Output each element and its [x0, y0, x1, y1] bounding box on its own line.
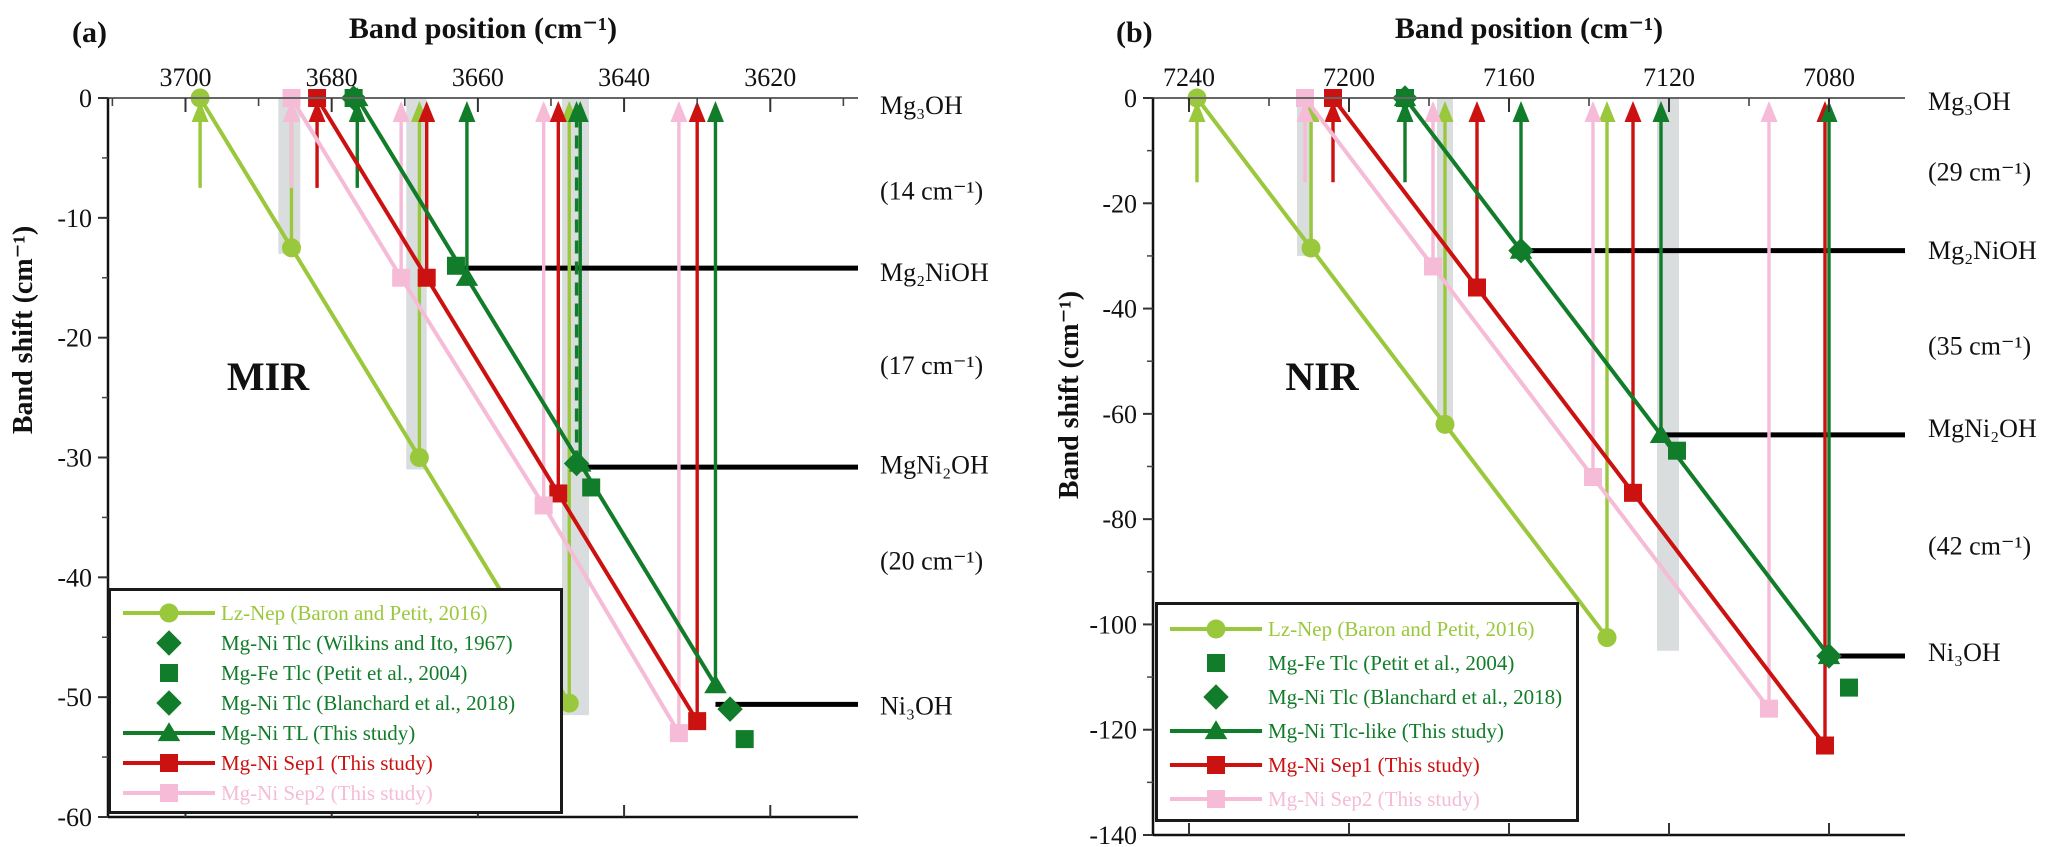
legend-marker	[160, 664, 178, 682]
svg-text:-40: -40	[57, 563, 92, 592]
svg-text:-40: -40	[1102, 295, 1137, 324]
svg-text:(29 cm⁻¹): (29 cm⁻¹)	[1928, 158, 2031, 187]
legend-item-label: Lz-Nep (Baron and Petit, 2016)	[1268, 616, 1535, 641]
svg-text:(17 cm⁻¹): (17 cm⁻¹)	[880, 351, 983, 380]
svg-text:-10: -10	[57, 204, 92, 233]
legend-marker	[123, 603, 215, 623]
legend-marker	[1170, 756, 1262, 774]
svg-text:3660: 3660	[452, 63, 504, 92]
y-axis-title: Band shift (cm⁻¹)	[8, 226, 39, 434]
legend-marker	[156, 690, 182, 716]
legend-marker	[123, 722, 215, 742]
axes: 7240 7200 7160 7120 7080 0 -20 -40 -60 -80 -100 -12…	[1089, 63, 1905, 847]
svg-text:0: 0	[1124, 84, 1137, 113]
legend-item: Mg-Ni Sep1 (This study)	[1164, 748, 1570, 782]
legend-item-label: Mg-Ni Sep1 (This study)	[1268, 752, 1480, 777]
legend-marker	[1207, 654, 1225, 672]
legend-item-label: Mg-Ni Tlc-like (This study)	[1268, 718, 1504, 743]
legend-item-label: Mg-Ni Tlc (Blanchard et al., 2018)	[1268, 684, 1563, 709]
svg-text:Mg₃OH: Mg₃OH	[880, 91, 963, 120]
legend-item-label: Mg-Fe Tlc (Petit et al., 2004)	[1268, 650, 1515, 675]
svg-text:MgNi₂OH: MgNi₂OH	[880, 451, 989, 480]
svg-text:-50: -50	[57, 683, 92, 712]
svg-text:3620: 3620	[744, 63, 796, 92]
svg-text:0: 0	[79, 84, 92, 113]
legend-item: Lz-Nep (Baron and Petit, 2016)	[117, 598, 554, 628]
legend-item: Mg-Ni Sep1 (This study)	[117, 748, 554, 778]
legend-item: Mg-Fe Tlc (Petit et al., 2004)	[117, 658, 554, 688]
legend-item: Mg-Ni Sep2 (This study)	[1164, 782, 1570, 816]
legend-item-label: Mg-Ni TL (This study)	[221, 720, 416, 745]
legend-item: Mg-Ni Tlc-like (This study)	[1164, 714, 1570, 748]
legend-marker	[1170, 720, 1262, 740]
x-axis-title: Band position (cm⁻¹)	[1395, 12, 1663, 45]
legend-item: Lz-Nep (Baron and Petit, 2016)	[1164, 612, 1570, 646]
panel-label: (b)	[1116, 16, 1153, 49]
legend-item-label: Mg-Ni Tlc (Blanchard et al., 2018)	[221, 690, 516, 715]
y-axis-title: Band shift (cm⁻¹)	[1054, 291, 1085, 499]
region-label: MIR	[227, 354, 310, 399]
x-axis-title: Band position (cm⁻¹)	[349, 12, 617, 45]
legend-panel-a: Lz-Nep (Baron and Petit, 2016) Mg-Ni Tlc …	[108, 588, 563, 814]
svg-text:-100: -100	[1089, 610, 1137, 639]
svg-text:-60: -60	[57, 803, 92, 832]
svg-text:Ni₃OH: Ni₃OH	[880, 692, 953, 721]
svg-text:-60: -60	[1102, 400, 1137, 429]
svg-text:(20 cm⁻¹): (20 cm⁻¹)	[880, 547, 983, 576]
svg-text:3700: 3700	[159, 63, 211, 92]
band-arrows	[191, 101, 724, 734]
legend-item-label: Mg-Ni Sep2 (This study)	[221, 780, 433, 805]
legend-item-label: Mg-Ni Sep1 (This study)	[221, 750, 433, 775]
legend-marker	[123, 754, 215, 772]
legend-marker	[1203, 684, 1229, 710]
svg-text:7160: 7160	[1483, 63, 1535, 92]
svg-text:7120: 7120	[1643, 63, 1695, 92]
series	[1187, 85, 1858, 755]
svg-text:Mg₂NiOH: Mg₂NiOH	[1928, 236, 2037, 265]
band-arrows	[1188, 101, 1838, 746]
panel-b: 7240 7200 7160 7120 7080 0 -20 -40 -60 -80 -100 -12…	[1054, 12, 2037, 847]
legend-item: Mg-Ni Tlc (Blanchard et al., 2018)	[1164, 680, 1570, 714]
svg-text:7240: 7240	[1163, 63, 1215, 92]
svg-text:-20: -20	[1102, 189, 1137, 218]
svg-text:(42 cm⁻¹): (42 cm⁻¹)	[1928, 531, 2031, 560]
right-annotations: Mg₃OH (14 cm⁻¹) Mg₂NiOH (17 cm⁻¹) MgNi₂OH (20…	[880, 91, 989, 720]
svg-text:(14 cm⁻¹): (14 cm⁻¹)	[880, 176, 983, 205]
svg-text:7200: 7200	[1323, 63, 1375, 92]
svg-text:Ni₃OH: Ni₃OH	[1928, 638, 2001, 667]
svg-text:Mg₂NiOH: Mg₂NiOH	[880, 258, 989, 287]
panel-label: (a)	[72, 16, 107, 49]
svg-text:-120: -120	[1089, 716, 1137, 745]
legend-marker	[1170, 790, 1262, 808]
legend-item: Mg-Ni Tlc (Wilkins and Ito, 1967)	[117, 628, 554, 658]
legend-item-label: Mg-Fe Tlc (Petit et al., 2004)	[221, 660, 468, 685]
panel-a: 3700 3680 3660 3640 3620 0 -10 -20 -30 -40 -50 -60 (…	[8, 12, 989, 832]
legend-item-label: Mg-Ni Sep2 (This study)	[1268, 786, 1480, 811]
svg-text:MgNi₂OH: MgNi₂OH	[1928, 414, 2037, 443]
right-annotations: Mg₃OH (29 cm⁻¹) Mg₂NiOH (35 cm⁻¹) MgNi₂OH (42…	[1928, 87, 2037, 667]
svg-text:3680: 3680	[306, 63, 358, 92]
legend-marker	[123, 784, 215, 802]
svg-text:-20: -20	[57, 324, 92, 353]
legend-marker	[156, 630, 182, 656]
legend-item: Mg-Fe Tlc (Petit et al., 2004)	[1164, 646, 1570, 680]
region-label: NIR	[1285, 354, 1359, 399]
level-lines	[459, 265, 858, 707]
legend-panel-b: Lz-Nep (Baron and Petit, 2016) Mg-Fe Tlc …	[1155, 602, 1579, 822]
legend-item: Mg-Ni TL (This study)	[117, 718, 554, 748]
svg-text:Mg₃OH: Mg₃OH	[1928, 87, 2011, 116]
svg-text:-30: -30	[57, 444, 92, 473]
legend-item-label: Mg-Ni Tlc (Wilkins and Ito, 1967)	[221, 630, 513, 655]
svg-text:3640: 3640	[598, 63, 650, 92]
svg-text:7080: 7080	[1803, 63, 1855, 92]
legend-item: Mg-Ni Tlc (Blanchard et al., 2018)	[117, 688, 554, 718]
legend-item-label: Lz-Nep (Baron and Petit, 2016)	[221, 600, 488, 625]
svg-text:-140: -140	[1089, 821, 1137, 847]
svg-text:-80: -80	[1102, 505, 1137, 534]
legend-item: Mg-Ni Sep2 (This study)	[117, 778, 554, 808]
legend-marker	[1170, 619, 1262, 639]
svg-text:(35 cm⁻¹): (35 cm⁻¹)	[1928, 331, 2031, 360]
